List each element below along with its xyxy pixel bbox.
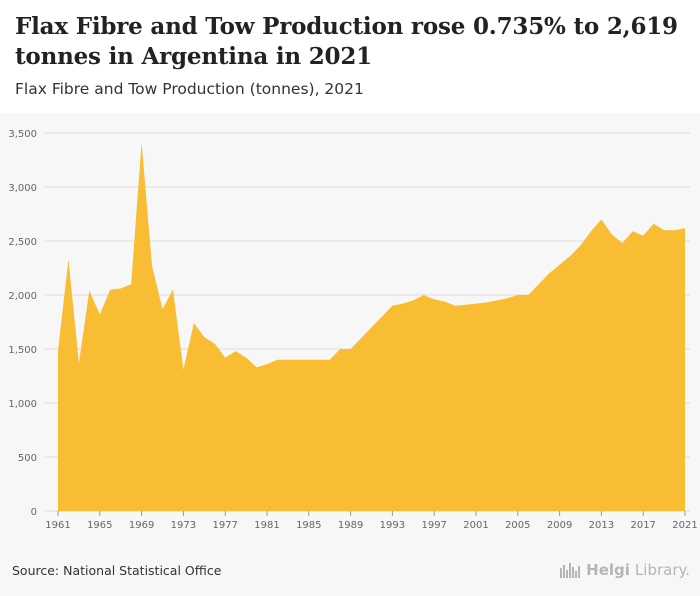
chart-title: Flax Fibre and Tow Production rose 0.735… [15, 13, 678, 70]
x-tick-label: 1977 [212, 520, 237, 531]
skyline-icon [560, 563, 581, 578]
brand-name: Helgi [586, 561, 630, 579]
x-tick-label: 1969 [129, 520, 154, 531]
x-tick-label: 2001 [463, 520, 488, 531]
x-tick-label: 1981 [254, 520, 279, 531]
y-tick-label: 2,000 [8, 291, 37, 302]
chart-area: 0 500 1,000 1,500 2,000 2,500 3,000 3,500 1961 1… [0, 113, 700, 596]
x-tick-label: 1961 [45, 520, 70, 531]
x-tick-label: 1993 [380, 520, 405, 531]
y-tick-label: 1,000 [8, 399, 37, 410]
helgilibrary-logo: Helgi Library. [559, 561, 690, 579]
x-tick-label: 1985 [296, 520, 321, 531]
x-tick-label: 1965 [87, 520, 112, 531]
x-tick-label: 1997 [421, 520, 446, 531]
x-tick-label: 1989 [338, 520, 363, 531]
x-tick-label: 2009 [547, 520, 572, 531]
production-area [58, 142, 685, 511]
chart-subtitle: Flax Fibre and Tow Production (tonnes), … [15, 80, 364, 98]
y-tick-label: 0 [31, 507, 37, 518]
area-series [58, 142, 685, 511]
x-tick-label: 1973 [171, 520, 196, 531]
x-tick-label: 2013 [589, 520, 614, 531]
y-tick-label: 3,500 [8, 129, 37, 140]
x-tick-label: 2017 [630, 520, 655, 531]
source-note: Source: National Statistical Office [12, 563, 222, 578]
y-tick-label: 2,500 [8, 237, 37, 248]
brand-suffix: Library. [634, 561, 690, 579]
x-axis-ticks: 1961 1965 1969 1973 1977 1981 1985 1989 1993 1997… [45, 511, 698, 531]
x-tick-label: 2021 [672, 520, 697, 531]
y-tick-label: 1,500 [8, 345, 37, 356]
x-tick-label: 2005 [505, 520, 530, 531]
y-tick-label: 500 [18, 453, 37, 464]
chart-header: Flax Fibre and Tow Production rose 0.735… [0, 0, 700, 113]
y-axis-ticks: 0 500 1,000 1,500 2,000 2,500 3,000 3,500 [8, 129, 37, 518]
y-tick-label: 3,000 [8, 183, 37, 194]
